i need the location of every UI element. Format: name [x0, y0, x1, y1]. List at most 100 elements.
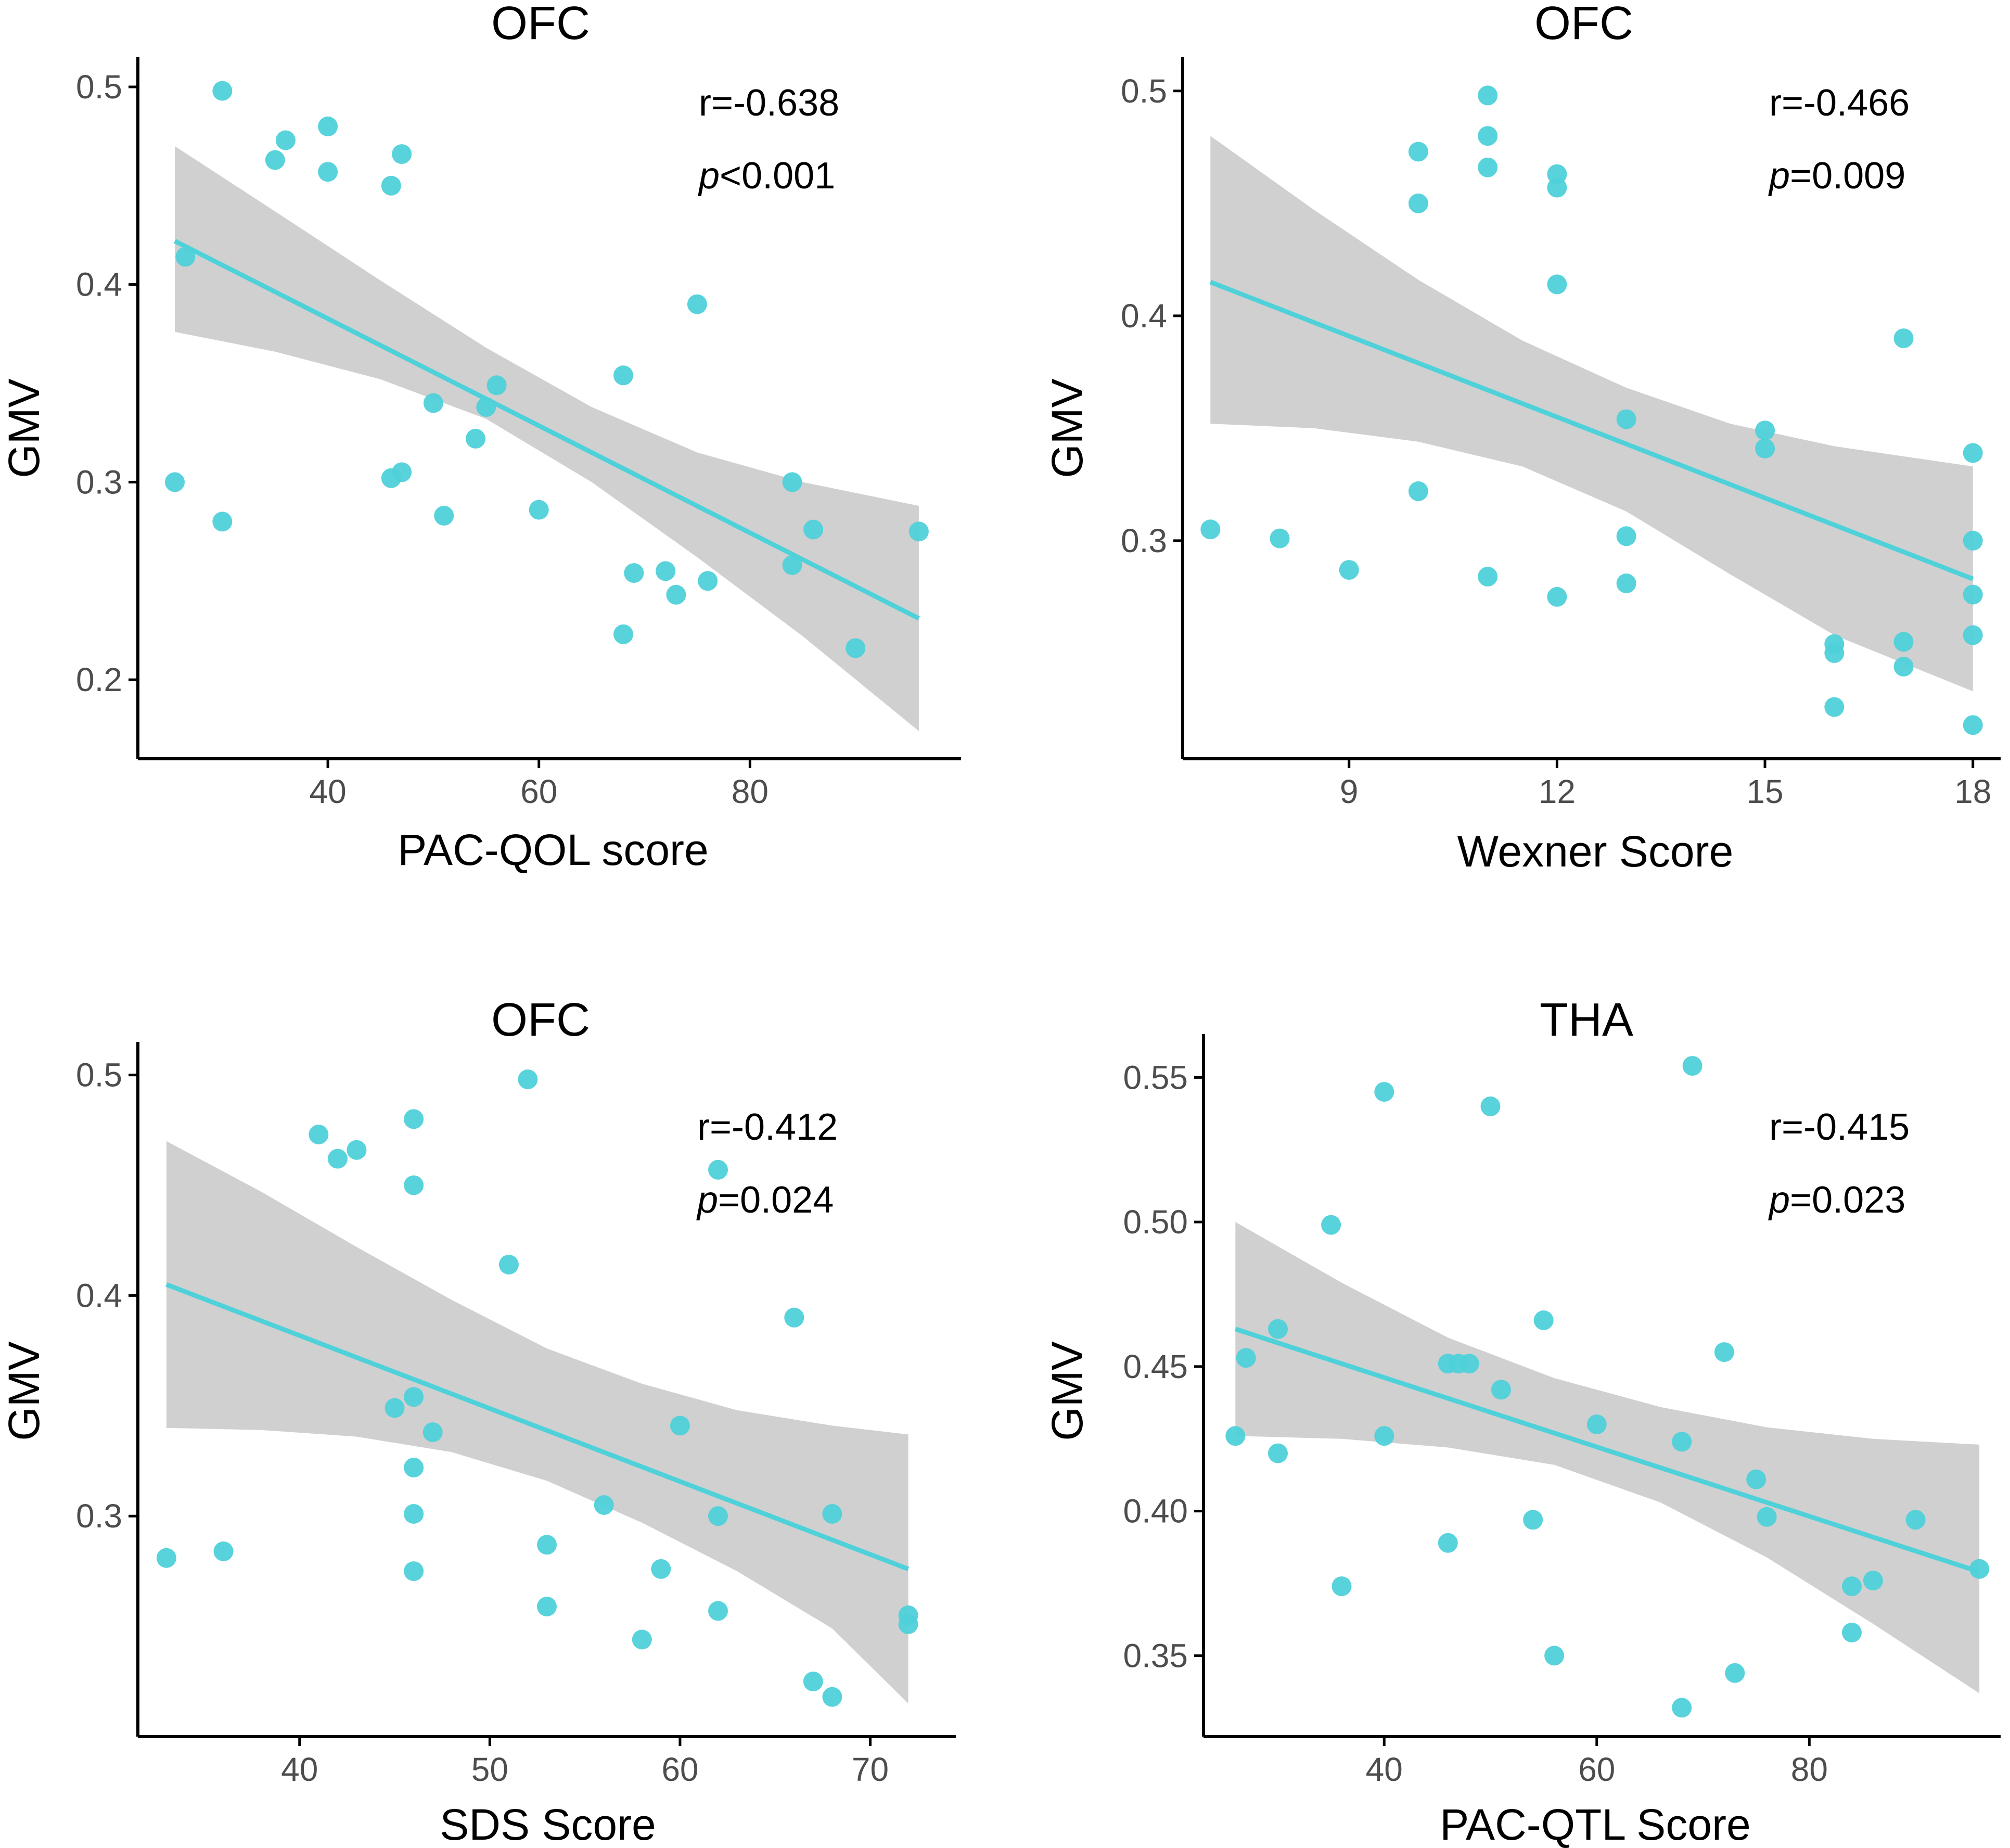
data-point: [1478, 157, 1498, 177]
data-point: [1725, 1663, 1745, 1683]
data-point: [1893, 328, 1914, 349]
data-point: [1586, 1414, 1607, 1434]
data-point: [309, 1125, 329, 1144]
data-point: [908, 521, 929, 542]
p-rest: =0.024: [718, 1179, 834, 1221]
data-point: [651, 1559, 671, 1579]
data-point: [1714, 1342, 1734, 1362]
data-point: [687, 294, 707, 314]
x-tick-label: 50: [471, 1751, 508, 1788]
y-tick-label: 0.45: [1123, 1348, 1188, 1385]
data-point: [1268, 1443, 1288, 1463]
regression-line: [165, 1282, 910, 1572]
data-point: [381, 468, 401, 488]
data-point: [1339, 560, 1359, 580]
data-point: [1200, 519, 1221, 540]
panel-title: OFC: [491, 0, 590, 49]
data-point: [1616, 409, 1636, 429]
data-point: [1963, 715, 1983, 735]
p-rest: =0.009: [1790, 155, 1905, 197]
data-point: [803, 519, 824, 540]
data-point: [404, 1387, 424, 1407]
data-point: [1478, 126, 1498, 146]
panel-title: THA: [1540, 994, 1633, 1046]
data-point: [1905, 1510, 1926, 1530]
data-point: [529, 500, 549, 520]
data-point: [1374, 1082, 1394, 1102]
x-tick-label: 60: [520, 773, 557, 810]
data-point: [1438, 1533, 1458, 1553]
x-tick-label: 12: [1539, 773, 1576, 810]
y-tick-label: 0.3: [1121, 522, 1167, 559]
x-tick-label: 9: [1340, 773, 1359, 810]
x-tick-label: 15: [1746, 773, 1783, 810]
y-axis-label: GMV: [1043, 378, 1092, 478]
data-point: [1408, 142, 1428, 162]
data-point: [613, 365, 633, 386]
p-symbol: p: [696, 1179, 718, 1221]
data-point: [1824, 697, 1845, 717]
data-point: [1268, 1319, 1288, 1339]
data-point: [404, 1504, 424, 1524]
data-point: [347, 1140, 367, 1160]
data-point: [213, 1541, 234, 1561]
data-point: [318, 162, 338, 182]
x-tick-label: 60: [1578, 1751, 1615, 1788]
data-point: [156, 1548, 176, 1568]
panel-title: OFC: [491, 994, 590, 1046]
y-tick-label: 0.5: [76, 68, 122, 106]
data-point: [318, 116, 338, 136]
p-value: p<0.001: [698, 155, 835, 197]
data-point: [1672, 1698, 1692, 1718]
data-point: [275, 130, 296, 150]
x-axis-label: Wexner Score: [1457, 827, 1734, 876]
p-value: p=0.009: [1768, 155, 1905, 197]
data-point: [656, 561, 676, 581]
data-point: [594, 1495, 614, 1515]
data-point: [1547, 587, 1567, 607]
data-point: [670, 1416, 690, 1436]
data-point: [1408, 481, 1428, 501]
y-tick-label: 0.4: [76, 266, 122, 303]
data-point: [1321, 1215, 1341, 1235]
data-point: [1616, 573, 1636, 593]
data-point: [1478, 567, 1498, 587]
data-point: [1491, 1380, 1511, 1400]
data-point: [537, 1597, 557, 1616]
regression-line: [1209, 279, 1974, 581]
panel-ofc-sds: OFC 40 50 60 70 0.3 0.4 0.5 r=-0.412 p=0.024 S…: [0, 994, 956, 1848]
x-tick-label: 70: [852, 1751, 889, 1788]
x-tick-label: 80: [1791, 1751, 1828, 1788]
data-point: [175, 247, 196, 267]
panel-title: OFC: [1534, 0, 1633, 49]
y-tick-label: 0.50: [1123, 1203, 1188, 1241]
data-point: [1332, 1576, 1352, 1597]
data-point: [1682, 1056, 1702, 1076]
r-value: r=-0.412: [697, 1106, 838, 1148]
data-point: [1547, 177, 1567, 198]
data-point: [165, 472, 185, 492]
x-tick-label: 40: [1366, 1751, 1403, 1788]
y-tick-label: 0.35: [1123, 1637, 1188, 1674]
y-tick-label: 0.4: [1121, 297, 1167, 335]
p-rest: <0.001: [720, 155, 835, 197]
data-point: [1480, 1096, 1501, 1116]
data-point: [537, 1535, 557, 1555]
y-tick-label: 0.3: [76, 463, 122, 501]
data-point: [1616, 526, 1636, 546]
p-value: p=0.024: [696, 1179, 834, 1221]
data-point: [784, 1307, 804, 1328]
data-point: [782, 472, 802, 492]
data-point: [898, 1614, 918, 1634]
data-point: [404, 1175, 424, 1195]
regression-line: [173, 239, 920, 621]
confidence-band: [1210, 136, 1973, 692]
y-axis-label: GMV: [0, 378, 48, 478]
regression-line: [1234, 1327, 1980, 1574]
confidence-band: [1235, 1222, 1980, 1693]
data-point: [613, 624, 633, 644]
data-point: [1963, 625, 1983, 645]
x-tick-label: 40: [309, 773, 346, 810]
data-point: [423, 393, 443, 413]
panel-tha-pac-qtl: THA 40 60 800.350.400.450.500.55 r=-0.415 …: [1043, 994, 2001, 1848]
